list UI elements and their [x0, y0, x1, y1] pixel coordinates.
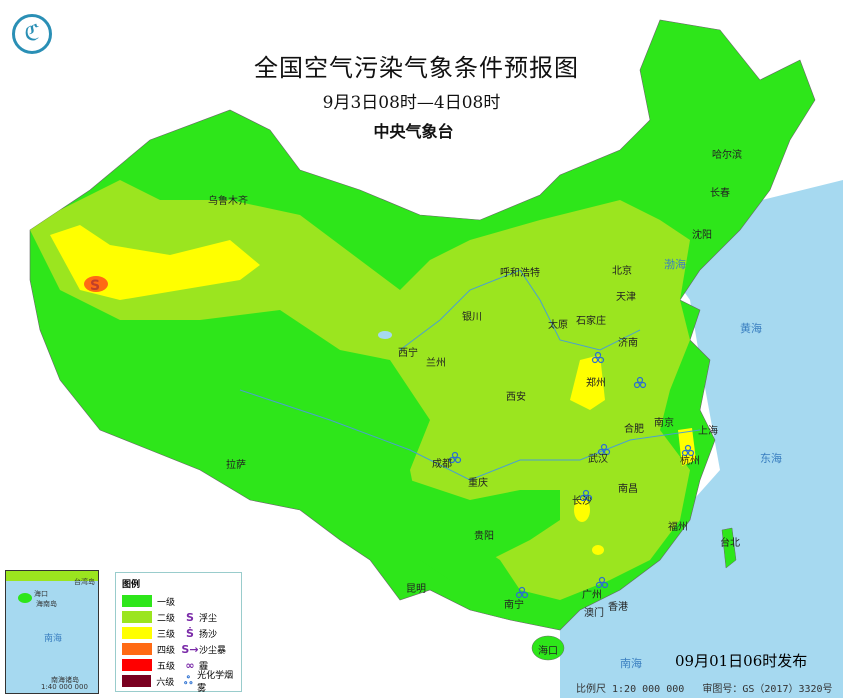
city-label: 长沙	[572, 496, 592, 507]
level5-swatch	[122, 659, 152, 671]
sea-label: 东海	[760, 452, 782, 465]
level1-swatch	[122, 595, 152, 607]
legend-row: 六级 ஃ 光化学烟雾	[122, 671, 241, 694]
city-label: 上海	[698, 426, 718, 437]
city-label: 石家庄	[576, 316, 606, 327]
legend-symbol-label: 扬沙	[199, 629, 218, 640]
city-label: 天津	[616, 292, 636, 303]
level6-swatch	[122, 675, 152, 687]
qinghai-lake	[378, 331, 392, 339]
sandstorm-symbol: S	[90, 278, 100, 294]
south-china-sea-inset: 海口 海南岛 台湾岛 南海 南海诸岛 1:40 000 000	[5, 570, 99, 694]
city-label: 福州	[668, 522, 688, 533]
map-scale: 比例尺 1:20 000 000	[576, 684, 685, 695]
blowing-sand-icon: Ṡ	[186, 626, 194, 640]
city-label: 昆明	[406, 584, 426, 595]
city-label: 沈阳	[692, 230, 712, 241]
city-label: 台北	[720, 538, 740, 549]
city-label: 太原	[548, 320, 568, 331]
approval-number: 审图号：GS（2017）3320号	[702, 684, 833, 695]
issuer: 中央气象台	[373, 122, 454, 141]
legend-symbol-label: 沙尘暴	[199, 645, 227, 656]
city-label: 北京	[612, 266, 632, 277]
inset-scale: 1:40 000 000	[41, 683, 88, 691]
city-label: 呼和浩特	[500, 268, 540, 279]
legend-level-label: 二级	[157, 613, 176, 624]
city-label: 兰州	[426, 358, 446, 369]
city-label: 南京	[654, 418, 674, 429]
city-label: 银川	[462, 312, 482, 323]
inset-label: 海口	[34, 590, 48, 598]
haze-icon: ∞	[185, 658, 195, 672]
legend-title: 图例	[122, 580, 141, 590]
city-label: 郑州	[586, 378, 606, 389]
legend-level-label: 六级	[156, 677, 175, 688]
legend-row: 四级 S→ 沙尘暴	[122, 641, 241, 657]
city-label: 重庆	[468, 478, 488, 489]
level1-southwest-region	[410, 480, 560, 580]
inset-label: 台湾岛	[74, 578, 95, 586]
level4-swatch	[122, 643, 152, 655]
city-label: 贵阳	[474, 531, 494, 542]
city-label: 哈尔滨	[712, 150, 742, 161]
inset-label: 南海诸岛	[51, 676, 79, 684]
legend-symbol-label: 光化学烟雾	[197, 671, 234, 694]
city-label: 拉萨	[226, 460, 246, 471]
sea-label: 南海	[620, 657, 642, 670]
city-label: 武汉	[588, 454, 608, 465]
level3-jiangxi-region	[592, 545, 604, 555]
level2-swatch	[122, 611, 152, 623]
level3-hangzhou-region	[678, 428, 696, 466]
legend-level-label: 一级	[157, 597, 176, 608]
city-label: 成都	[432, 459, 452, 470]
city-label: 南昌	[618, 484, 638, 495]
level3-henan-region	[570, 355, 605, 410]
legend-symbol-label: 浮尘	[199, 613, 218, 624]
legend-row: 三级 Ṡ 扬沙	[122, 625, 241, 641]
legend-row: 一级	[122, 593, 241, 609]
city-label: 合肥	[624, 424, 644, 435]
city-label: 济南	[618, 338, 638, 349]
city-label: 长春	[710, 188, 730, 199]
inset-label: 南海	[44, 634, 63, 644]
level4-kashgar-region	[84, 276, 108, 292]
legend-symbol-label: 霾	[199, 661, 209, 672]
level3-hunan-region	[574, 498, 590, 522]
inset-label: 海南岛	[36, 600, 57, 608]
city-label: 南宁	[504, 600, 524, 611]
forecast-period: 9月3日08时—4日08时	[322, 93, 501, 113]
legend-row: 五级 ∞ 霾	[122, 657, 241, 673]
level3-swatch	[122, 627, 152, 639]
hainan-island	[531, 635, 565, 661]
taiwan-island	[721, 527, 737, 569]
photochemical-smog-icons	[448, 351, 695, 599]
city-label: 西宁	[398, 348, 418, 359]
yellow-river	[399, 269, 641, 351]
photochemical-smog-icon: ஃ	[184, 673, 193, 687]
city-label: 澳门	[584, 608, 604, 619]
sea-label: 渤海	[664, 258, 686, 271]
sea-label: 黄海	[740, 322, 762, 335]
city-label: 乌鲁木齐	[208, 196, 248, 207]
legend-level-label: 四级	[157, 645, 176, 656]
city-label: 广州	[582, 590, 602, 601]
legend-level-label: 五级	[157, 661, 176, 672]
yangtze-river	[239, 389, 701, 481]
legend-row: 二级 S 浮尘	[122, 609, 241, 625]
city-label: 海口	[538, 646, 558, 657]
city-label: 西安	[506, 392, 526, 403]
floating-dust-icon: S	[186, 610, 194, 624]
legend-level-label: 三级	[157, 629, 176, 640]
map-title: 全国空气污染气象条件预报图	[254, 54, 579, 82]
city-label: 杭州	[680, 456, 700, 467]
city-label: 香港	[608, 602, 628, 613]
legend: 图例 一级 二级 S 浮尘 三级 Ṡ 扬沙 四级 S→ 沙尘暴 五级 ∞ 霾 六级 ஃ 光化学烟雾	[115, 572, 242, 694]
sandstorm-icon: S→	[181, 642, 199, 656]
cma-logo: ℭ	[12, 14, 52, 54]
issue-time: 09月01日06时发布	[675, 652, 808, 670]
scale-and-approval: 比例尺 1:20 000 000 审图号：GS（2017）3320号	[576, 680, 833, 695]
